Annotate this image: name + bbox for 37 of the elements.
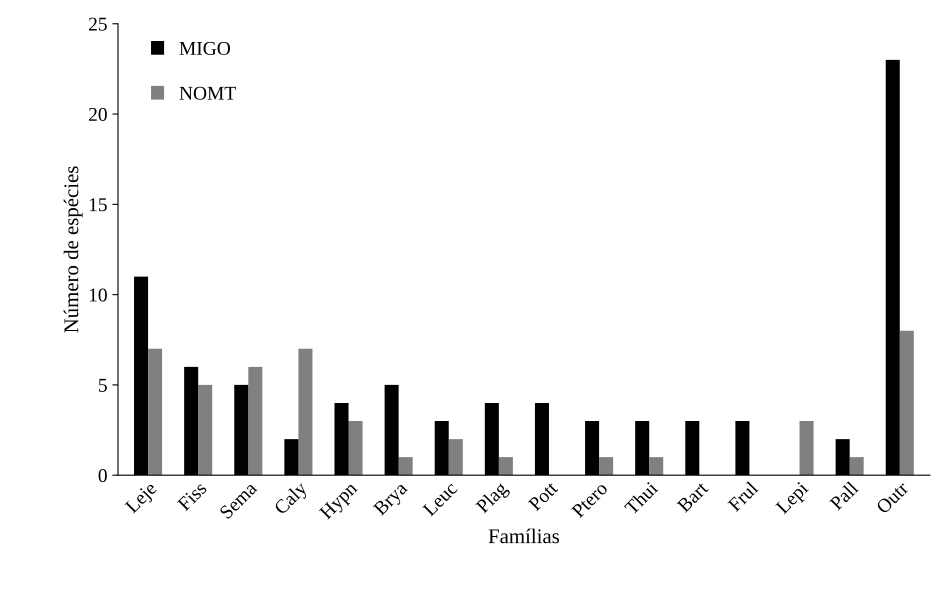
- bar: [298, 348, 312, 476]
- y-tick-label: 10: [90, 288, 107, 302]
- bar: [398, 457, 413, 476]
- bar: [649, 457, 664, 476]
- x-tick-label: Leuc: [422, 481, 458, 517]
- legend-label: MIGO: [180, 42, 230, 55]
- x-tick-label: Thui: [623, 480, 659, 516]
- x-tick-label: Brya: [372, 480, 411, 519]
- bar: [498, 457, 513, 476]
- bar: [148, 348, 162, 476]
- bar: [800, 421, 814, 476]
- x-tick-label: Pott: [528, 480, 559, 512]
- x-tick-label: Plag: [474, 480, 512, 517]
- legend-label: NOMT: [180, 86, 236, 100]
- bar: [198, 384, 212, 476]
- bar: [900, 330, 914, 476]
- bar: [850, 457, 864, 476]
- x-axis-title: Famílias: [488, 528, 560, 544]
- y-tick-label: 5: [98, 378, 107, 392]
- x-tick-label: Fiss: [176, 480, 208, 512]
- x-tick-label: Pall: [828, 480, 860, 511]
- x-tick-label: Lepi: [775, 480, 812, 518]
- x-tick-label: Frul: [726, 480, 759, 512]
- y-tick-label: 15: [90, 198, 107, 212]
- bar: [348, 421, 363, 476]
- x-tick-label: Leje: [124, 480, 160, 517]
- y-tick-label: 25: [88, 18, 107, 31]
- x-tick-label: Bart: [676, 480, 709, 514]
- y-tick-label: 20: [88, 108, 107, 121]
- bar: [448, 439, 463, 476]
- bar: [248, 366, 262, 476]
- y-tick-label: 0: [98, 469, 107, 482]
- x-tick-label: Caly: [273, 480, 311, 518]
- y-axis-title: Número de espécies: [64, 166, 83, 333]
- x-tick-label: Outr: [876, 480, 910, 514]
- bar: [599, 457, 614, 476]
- x-tick-label: Ptero: [571, 481, 608, 518]
